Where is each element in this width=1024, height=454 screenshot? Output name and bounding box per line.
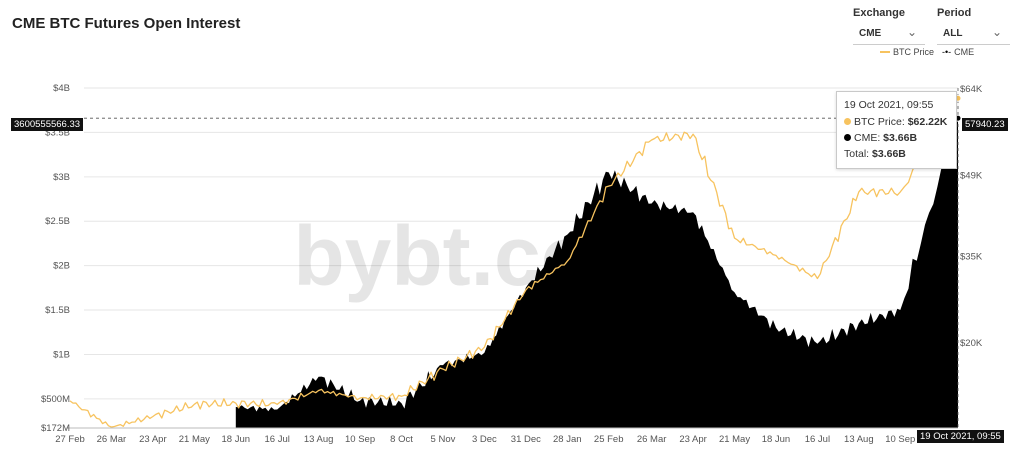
legend-cme-swatch: -•- (942, 47, 952, 57)
x-tick-label: 23 Apr (679, 434, 706, 445)
x-tick-label: 13 Aug (304, 434, 334, 445)
chart-tooltip: 19 Oct 2021, 09:55 BTC Price: $62.22K CM… (836, 91, 957, 169)
x-tick-label: 23 Apr (139, 434, 166, 445)
x-tick-label: 25 Feb (594, 434, 624, 445)
period-select[interactable]: ALL ⌄ (937, 24, 1010, 45)
y-right-tick-label: $35K (960, 251, 983, 262)
x-tick-label: 16 Jul (265, 434, 290, 445)
period-label: Period (937, 7, 972, 19)
exchange-label: Exchange (853, 7, 905, 19)
tooltip-total-row: Total: $3.66B (844, 148, 906, 160)
x-tick-label: 26 Mar (97, 434, 127, 445)
x-tick-label: 10 Sep (345, 434, 375, 445)
x-tick-label: 13 Aug (844, 434, 874, 445)
legend-cme-label: CME (954, 47, 975, 57)
x-tick-label: 8 Oct (390, 434, 413, 445)
tooltip-cme-value: $3.66B (883, 132, 918, 144)
y-left-tick-label: $1B (53, 349, 70, 360)
legend-cme[interactable]: -•- CME (942, 47, 974, 57)
x-tick-label: 18 Jun (762, 434, 791, 445)
page-title: CME BTC Futures Open Interest (12, 15, 241, 32)
y-left-tick-label: $3B (53, 172, 70, 183)
y-right-tick-label: $20K (960, 338, 983, 349)
tooltip-btc-label: BTC Price: (854, 116, 905, 128)
exchange-select[interactable]: CME ⌄ (853, 24, 925, 45)
y-left-tick-label: $2B (53, 261, 70, 272)
x-tick-label: 3 Dec (472, 434, 497, 445)
y-left-tick-label: $1.5B (45, 305, 70, 316)
x-axis: 27 Feb 26 Mar 23 Apr 21 May 18 Jun 16 Jul 13 A… (55, 434, 915, 445)
cme-area-series (235, 118, 959, 428)
period-value: ALL (943, 28, 963, 39)
chevron-down-icon: ⌄ (906, 25, 917, 39)
x-tick-label: 31 Dec (511, 434, 541, 445)
tooltip-btc-dot (844, 118, 851, 125)
tooltip-date: 19 Oct 2021, 09:55 (844, 99, 934, 111)
x-tick-label: 28 Jan (553, 434, 582, 445)
crosshair-left-value: 3600555566.33 (11, 118, 84, 131)
legend-btc-label: BTC Price (893, 47, 935, 57)
tooltip-cme-label: CME: (854, 132, 881, 144)
x-tick-label: 21 May (179, 434, 210, 445)
chevron-down-icon: ⌄ (991, 25, 1002, 39)
y-right-tick-label: $64K (960, 84, 983, 95)
x-tick-label: 16 Jul (805, 434, 830, 445)
y-right-tick-label: $49K (960, 171, 983, 182)
y-left-tick-label: $3.5B (45, 127, 70, 138)
x-tick-label: 26 Mar (637, 434, 667, 445)
tooltip-total-label: Total: (844, 148, 870, 160)
crosshair-date-value: 19 Oct 2021, 09:55 (917, 430, 1004, 443)
x-tick-label: 27 Feb (55, 434, 85, 445)
exchange-value: CME (859, 28, 882, 39)
tooltip-cme-dot (844, 134, 851, 141)
tooltip-btc-row: BTC Price: $62.22K (844, 116, 947, 128)
tooltip-total-value: $3.66B (872, 148, 906, 160)
tooltip-btc-value: $62.22K (907, 116, 948, 128)
tooltip-cme-row: CME: $3.66B (844, 132, 917, 144)
x-tick-label: 21 May (719, 434, 750, 445)
legend-btc[interactable]: BTC Price (880, 47, 934, 57)
legend-btc-swatch (880, 51, 890, 53)
x-tick-label: 10 Sep (885, 434, 915, 445)
y-axis-left: $4B $3.5B $3B $2.5B $2B $1.5B $1B $500M $172M (41, 83, 70, 434)
x-tick-label: 5 Nov (431, 434, 456, 445)
y-left-tick-label: $172M (41, 423, 70, 434)
y-axis-right: $64K $49K $35K $20K (960, 84, 983, 349)
crosshair-right-value: 57940.23 (962, 118, 1008, 131)
x-tick-label: 18 Jun (221, 434, 250, 445)
y-left-tick-label: $2.5B (45, 216, 70, 227)
btc-price-line (69, 97, 959, 428)
y-left-tick-label: $4B (53, 83, 70, 94)
y-left-tick-label: $500M (41, 394, 70, 405)
